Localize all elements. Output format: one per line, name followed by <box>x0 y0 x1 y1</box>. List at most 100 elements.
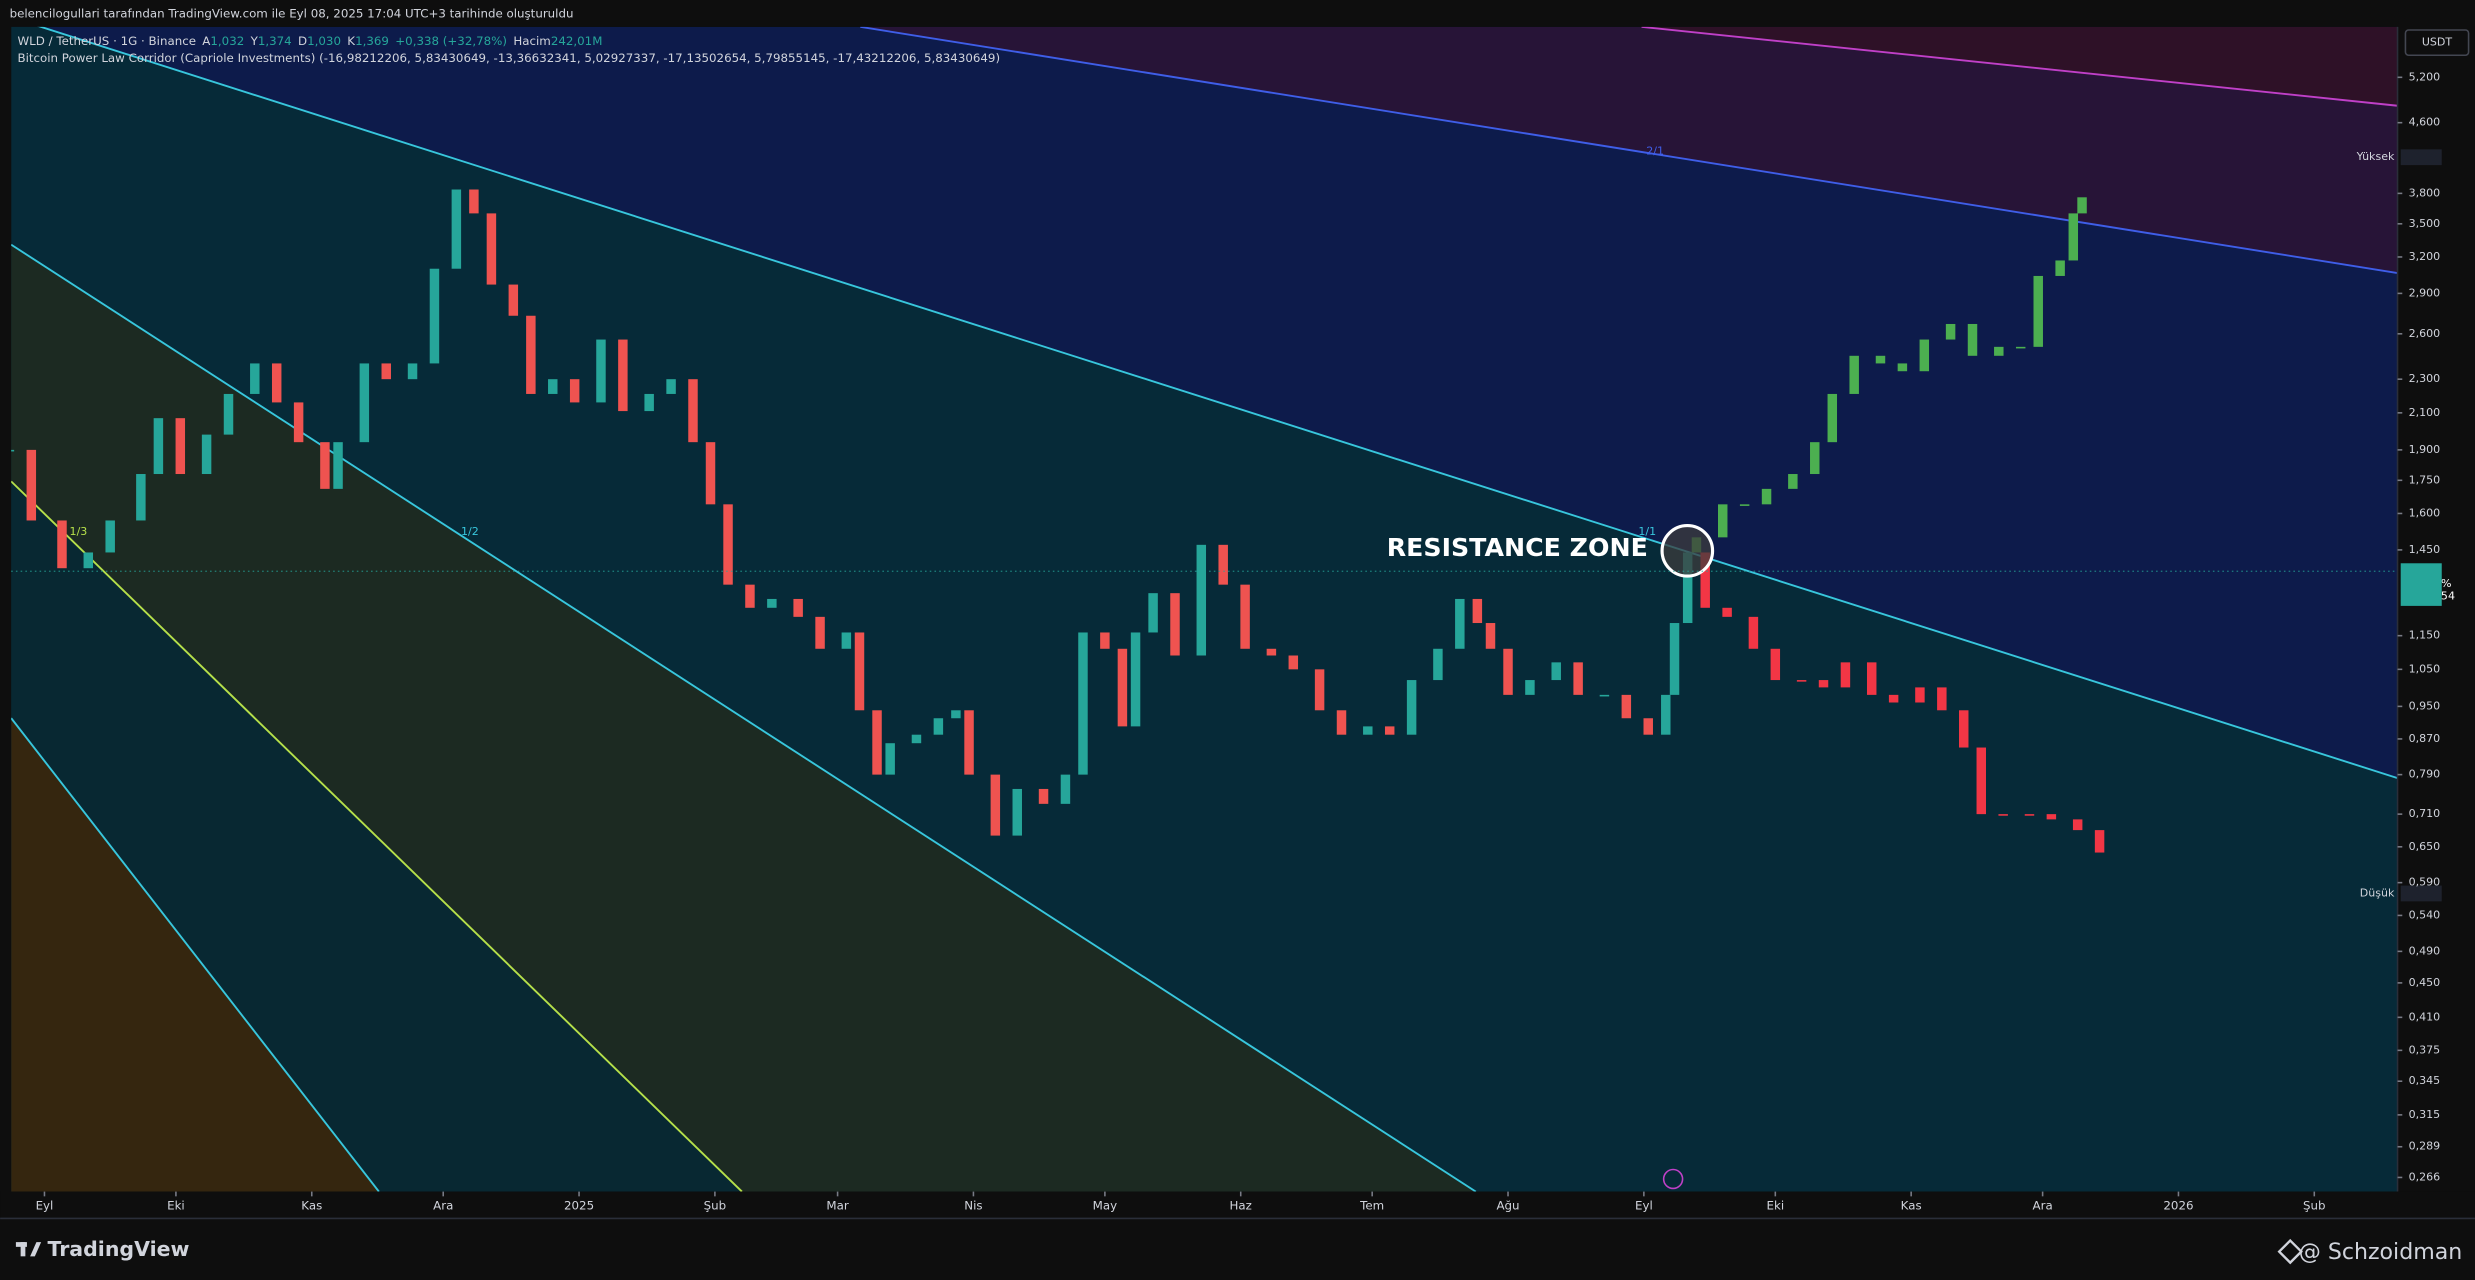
high-badge <box>2400 149 2442 166</box>
candle <box>1336 710 1347 735</box>
y-tick-label: 0,710 <box>2409 807 2441 820</box>
candle <box>1888 694 1899 703</box>
candle <box>1643 718 1653 735</box>
legend-value: 1,032 <box>210 34 244 48</box>
candle <box>1849 355 1859 394</box>
candle <box>1937 687 1947 711</box>
y-tick-label: 1,050 <box>2409 662 2441 675</box>
candle <box>1919 339 1930 372</box>
x-tick-label: Kas <box>301 1198 322 1212</box>
candle <box>1455 598 1465 649</box>
candle <box>990 774 1001 836</box>
x-tick-label: Mar <box>826 1198 848 1212</box>
candle <box>964 710 974 775</box>
candle <box>1810 442 1820 475</box>
candle <box>1761 488 1772 505</box>
candle <box>1915 687 1925 703</box>
candle <box>854 632 865 711</box>
candle <box>815 616 825 649</box>
y-tick-label: 4,600 <box>2409 116 2441 129</box>
price-axis <box>2397 26 2475 1192</box>
legend-change: +0,338 (+32,78%) <box>395 34 507 48</box>
x-tick-label: 2025 <box>564 1198 594 1212</box>
y-tick-label: 1,900 <box>2409 443 2441 456</box>
y-tick-label: 0,266 <box>2409 1170 2441 1183</box>
y-tick-label: 2,600 <box>2409 327 2441 340</box>
y-tick-label: 0,345 <box>2409 1074 2441 1087</box>
candle <box>1170 593 1180 656</box>
candle <box>83 552 94 569</box>
x-tick-label: Eki <box>1767 1198 1785 1212</box>
candle <box>596 339 606 403</box>
candle <box>1573 662 1583 695</box>
candle <box>1722 607 1732 617</box>
x-tick-label: Haz <box>1230 1198 1252 1212</box>
candle <box>1682 552 1693 624</box>
low-badge-label: Düşük <box>2360 886 2395 899</box>
candle <box>2094 830 2105 853</box>
caption: belencilogullari tarafından TradingView.… <box>10 7 574 21</box>
candle <box>320 442 330 489</box>
candle <box>1266 648 1277 656</box>
candle <box>136 474 146 521</box>
y-tick-label: 0,490 <box>2409 944 2441 957</box>
candle <box>666 379 676 394</box>
candle <box>2072 819 2083 831</box>
candle <box>1748 616 1759 649</box>
candle <box>1100 632 1110 649</box>
candle <box>793 598 803 617</box>
time-axis <box>0 1191 2475 1219</box>
candle <box>1621 694 1632 719</box>
indicator-legend: Bitcoin Power Law Corridor (Capriole Inv… <box>17 51 1000 65</box>
y-tick-label: 0,790 <box>2409 768 2441 781</box>
candle <box>1433 648 1443 681</box>
y-tick-label: 1,750 <box>2409 473 2441 486</box>
candle <box>1485 623 1496 649</box>
candle <box>333 442 343 489</box>
y-tick-label: 1,600 <box>2409 506 2441 519</box>
x-tick-label: 2026 <box>2163 1198 2193 1212</box>
candle <box>486 213 497 285</box>
candle <box>175 418 186 475</box>
resistance-circle <box>1660 523 1715 578</box>
y-tick-label: 2,300 <box>2409 372 2441 385</box>
band-label: 2/1 <box>1646 145 1664 158</box>
currency: USDT <box>2422 36 2453 49</box>
y-tick-label: 0,950 <box>2409 699 2441 712</box>
candle <box>1661 694 1671 735</box>
logo-part <box>20 1242 26 1257</box>
candle <box>841 632 852 649</box>
candle <box>1078 632 1088 775</box>
candle <box>1196 544 1207 656</box>
y-tick-label: 0,450 <box>2409 976 2441 989</box>
band-line <box>1641 26 2398 107</box>
legend-value: 1,369 <box>355 34 389 48</box>
legend: WLD / TetherUS · 1G · Binance A1,032 Y1,37… <box>17 34 602 48</box>
candle <box>1994 346 2004 356</box>
candle <box>1038 788 1049 804</box>
y-tick-label: 1,150 <box>2409 629 2441 642</box>
candle <box>1240 584 1250 649</box>
band-line <box>11 480 743 1192</box>
x-tick-label: Nis <box>964 1198 982 1212</box>
candle <box>429 268 440 364</box>
legend-value: 1,030 <box>307 34 341 48</box>
candle <box>1218 544 1228 585</box>
candle <box>688 379 698 443</box>
candle <box>951 710 961 719</box>
x-tick-label: Tem <box>1359 1198 1384 1212</box>
band-line <box>11 243 1477 1192</box>
legend-key: D <box>298 34 307 48</box>
candle <box>2077 197 2087 214</box>
x-tick-label: Ağu <box>1496 1198 1519 1212</box>
band-label: 1/3 <box>70 525 88 538</box>
candle <box>1739 504 1750 506</box>
band-label: 1/1 <box>1638 525 1656 538</box>
candle <box>1976 747 1987 815</box>
candle <box>723 504 733 585</box>
candle <box>469 189 479 214</box>
candle <box>1840 662 1851 688</box>
y-tick-label: 2,100 <box>2409 406 2441 419</box>
